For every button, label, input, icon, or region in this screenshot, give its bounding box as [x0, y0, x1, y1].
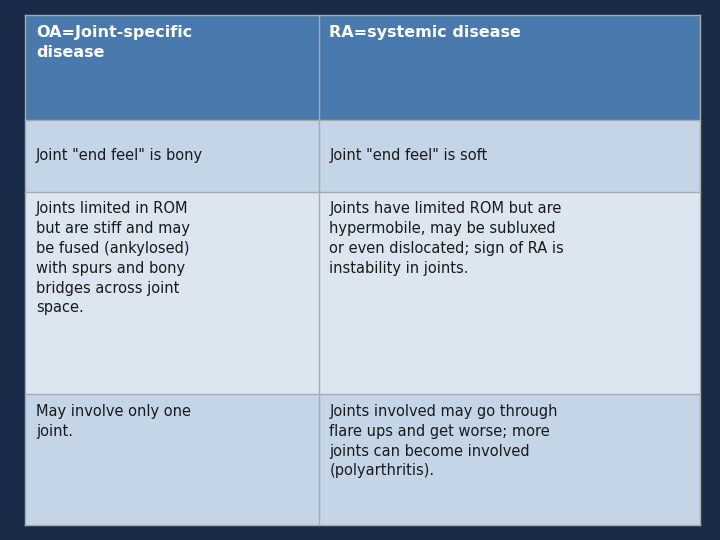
Text: Joint "end feel" is bony: Joint "end feel" is bony	[36, 148, 203, 163]
Bar	[319, 15, 700, 120]
Text: Joints limited in ROM
but are stiff and may
be fused (ankylosed)
with spurs and : Joints limited in ROM but are stiff and …	[36, 201, 190, 315]
Bar	[25, 394, 319, 525]
Text: May involve only one
joint.: May involve only one joint.	[36, 404, 191, 438]
Bar	[25, 15, 319, 120]
Text: RA=systemic disease: RA=systemic disease	[330, 25, 521, 40]
Bar	[319, 394, 700, 525]
Text: Joints have limited ROM but are
hypermobile, may be subluxed
or even dislocated;: Joints have limited ROM but are hypermob…	[330, 201, 564, 276]
Bar	[25, 120, 319, 192]
Bar	[319, 120, 700, 192]
Bar	[25, 192, 319, 394]
Text: Joints involved may go through
flare ups and get worse; more
joints can become i: Joints involved may go through flare ups…	[330, 404, 558, 478]
Text: Joint "end feel" is soft: Joint "end feel" is soft	[330, 148, 487, 163]
Bar	[319, 192, 700, 394]
Text: OA=Joint-specific
disease: OA=Joint-specific disease	[36, 25, 192, 59]
